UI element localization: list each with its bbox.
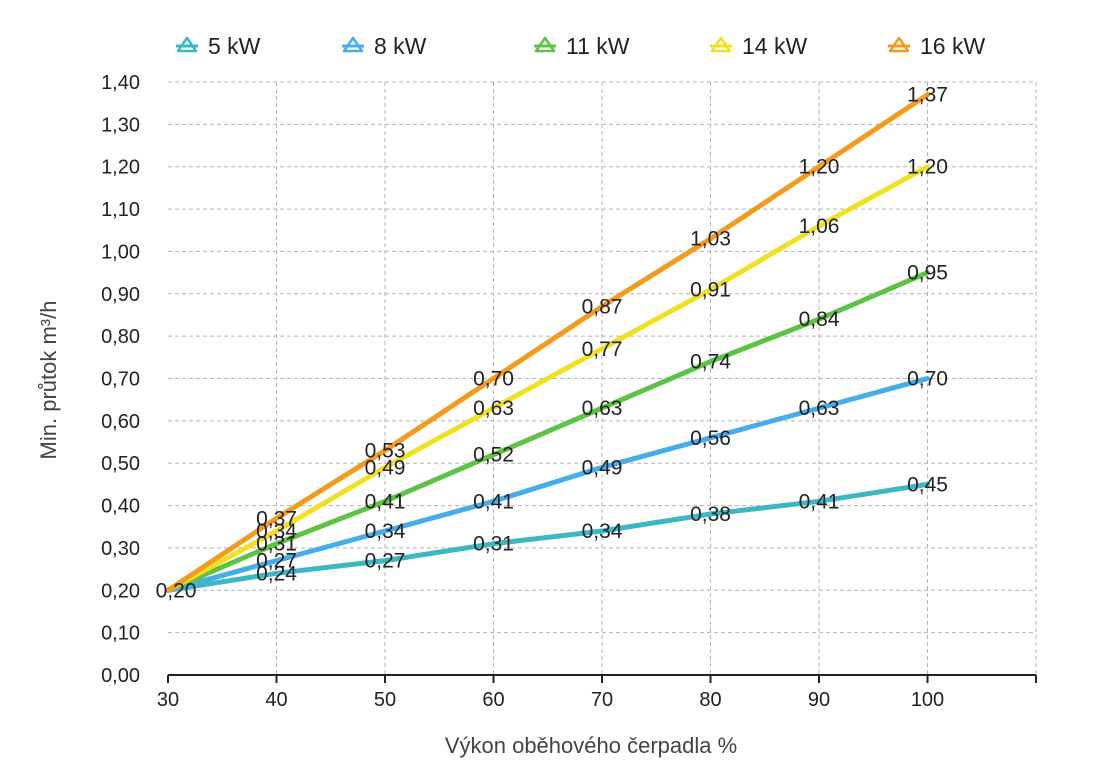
data-label: 0,45: [907, 473, 948, 496]
data-label: 1,20: [907, 156, 948, 179]
data-labels: 0,240,270,310,340,380,410,450,270,340,41…: [156, 84, 948, 603]
x-tick-label: 100: [911, 689, 944, 711]
x-tick-label: 40: [265, 689, 287, 711]
data-label: 1,37: [907, 84, 948, 107]
legend-entry-label: 8 kW: [374, 33, 427, 59]
y-tick-label: 1,30: [101, 114, 140, 136]
data-label: 0,63: [582, 397, 623, 420]
y-tick-label: 0,40: [101, 496, 140, 518]
legend-entry-label: 5 kW: [208, 33, 261, 59]
data-label: 0,84: [799, 308, 840, 331]
data-label: 0,49: [582, 456, 623, 479]
data-label: 0,52: [473, 444, 514, 467]
legend-entry-label: 11 kW: [566, 33, 630, 59]
data-label: 0,77: [582, 338, 623, 361]
x-tick-label: 80: [699, 689, 721, 711]
data-label: 0,27: [365, 550, 406, 573]
data-label: 1,06: [799, 215, 840, 238]
data-label: 0,56: [690, 427, 731, 450]
data-label: 0,34: [256, 520, 297, 543]
data-label: 0,41: [799, 490, 840, 513]
data-label: 0,38: [690, 503, 731, 526]
legend-entry-label: 16 kW: [920, 33, 985, 59]
data-label: 0,87: [582, 295, 623, 318]
legend: 5 kW 8 kW 11 kW 14 kW 16 kW: [176, 33, 985, 59]
x-tick-label: 50: [374, 689, 396, 711]
y-tick-label: 0,50: [101, 453, 140, 475]
data-label: 0,34: [365, 520, 406, 543]
data-label: 0,31: [473, 533, 514, 556]
x-tick-label: 90: [808, 689, 830, 711]
axes: 0,00 0,10 0,20 0,30 0,40 0,50 0,60 0,70 0,80 0,90…: [101, 72, 1037, 711]
y-tick-label: 0,10: [101, 623, 140, 645]
data-label: 0,37: [256, 507, 297, 530]
y-tick-label: 0,00: [101, 665, 140, 687]
y-axis-title: Min. průtok m³/h: [36, 301, 61, 460]
data-label: 1,20: [799, 156, 840, 179]
y-tick-label: 1,40: [101, 72, 140, 94]
data-label: 0,63: [799, 397, 840, 420]
series-lines: [165, 92, 930, 593]
data-label: 0,70: [473, 368, 514, 391]
data-label: 0,74: [690, 351, 731, 374]
x-tick-label: 60: [482, 689, 504, 711]
data-label: 0,31: [256, 533, 297, 556]
y-tick-label: 0,60: [101, 411, 140, 433]
data-label: 0,95: [907, 262, 948, 285]
y-tick-label: 0,80: [101, 326, 140, 348]
data-label: 0,70: [907, 368, 948, 391]
data-label: 0,34: [582, 520, 623, 543]
y-tick-label: 0,90: [101, 284, 140, 306]
series-line-8-kw: [165, 376, 930, 593]
x-tick-label: 70: [591, 689, 613, 711]
data-label: 0,41: [365, 490, 406, 513]
series-line-11-kw: [165, 270, 930, 593]
grid: [168, 81, 1037, 675]
y-tick-label: 0,30: [101, 538, 140, 560]
series-line-16-kw: [165, 92, 930, 593]
series-line-5-kw: [165, 481, 930, 593]
origin-data-label: 0,20: [156, 579, 197, 602]
data-label: 0,41: [473, 490, 514, 513]
data-label: 0,91: [690, 279, 731, 302]
data-label: 0,63: [473, 397, 514, 420]
y-tick-label: 0,20: [101, 580, 140, 602]
data-label: 0,53: [365, 440, 406, 463]
data-label: 1,03: [690, 228, 731, 251]
data-label: 0,49: [365, 456, 406, 479]
y-tick-label: 1,10: [101, 199, 140, 221]
x-tick-label: 30: [157, 689, 179, 711]
data-label: 0,27: [256, 550, 297, 573]
y-tick-label: 1,00: [101, 241, 140, 263]
y-tick-label: 0,70: [101, 369, 140, 391]
series-line-14-kw: [165, 164, 930, 593]
y-tick-label: 1,20: [101, 157, 140, 179]
data-label: 0,24: [256, 562, 297, 585]
legend-entry-label: 14 kW: [742, 33, 807, 59]
x-axis-title: Výkon oběhového čerpadla %: [445, 733, 737, 758]
